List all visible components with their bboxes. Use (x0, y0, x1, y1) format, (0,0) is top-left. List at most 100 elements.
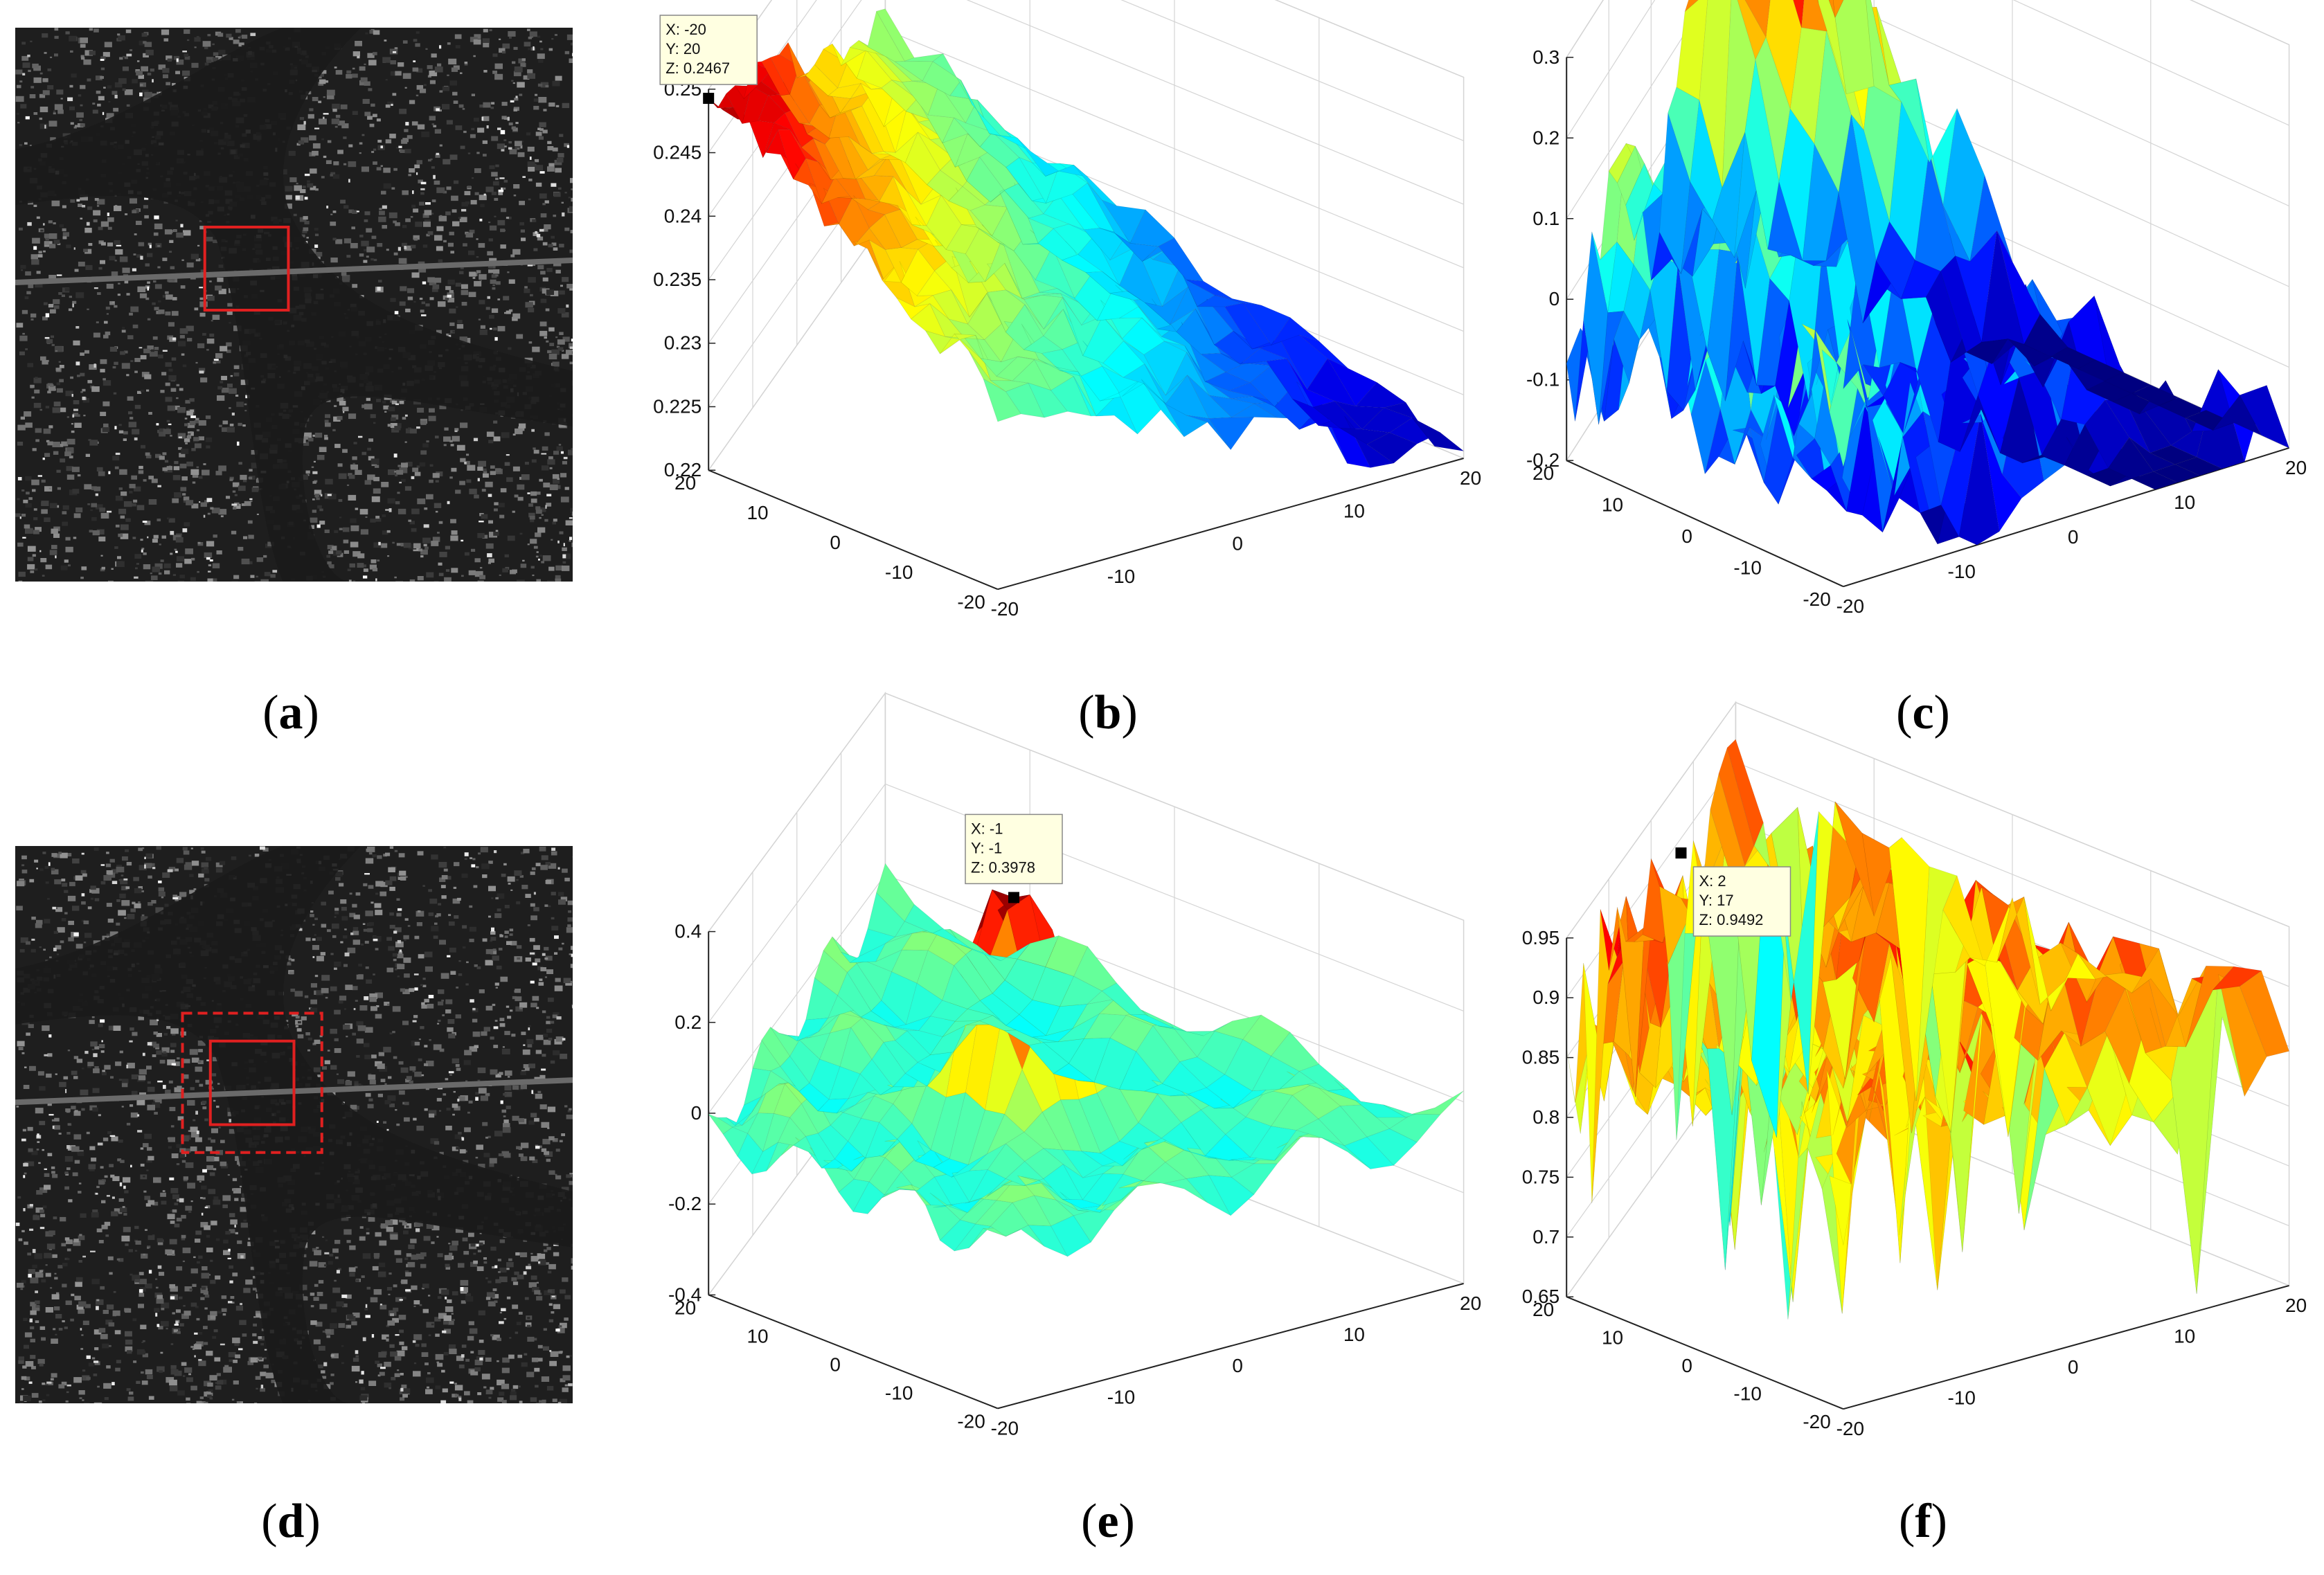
speckle (111, 1211, 118, 1216)
speckle (510, 889, 513, 891)
speckle (284, 203, 292, 209)
speckle (230, 1219, 238, 1225)
speckle (528, 179, 533, 181)
speckle (383, 1121, 387, 1124)
speckle (477, 467, 483, 471)
speckle (181, 1214, 186, 1219)
speckle (332, 237, 337, 241)
speckle (55, 945, 62, 950)
speckle (463, 243, 467, 246)
speckle (223, 1239, 229, 1244)
speckle (304, 221, 310, 225)
speckle (166, 55, 172, 60)
speckle (309, 108, 314, 111)
speckle (454, 862, 460, 867)
speckle (535, 1050, 542, 1054)
speckle (80, 352, 84, 356)
speckle (352, 927, 359, 931)
speckle (80, 55, 84, 58)
speckle (400, 149, 405, 153)
speckle (334, 962, 341, 967)
speckle (355, 892, 361, 896)
speckle (472, 1032, 481, 1037)
speckle (420, 1263, 427, 1268)
speckle (334, 1279, 337, 1282)
speckle (70, 376, 73, 379)
speckle (107, 217, 114, 222)
speckle (102, 378, 106, 381)
scatterer (447, 294, 452, 298)
speckle (150, 1019, 158, 1025)
speckle (368, 438, 373, 442)
speckle (165, 397, 172, 402)
speckle (152, 302, 156, 305)
speckle (545, 862, 551, 866)
speckle (19, 948, 25, 953)
speckle (27, 564, 35, 570)
speckle (15, 513, 21, 517)
speckle (163, 74, 168, 78)
speckle (388, 469, 396, 476)
speckle (517, 152, 525, 157)
speckle (394, 399, 400, 404)
speckle (295, 1025, 298, 1027)
speckle (197, 343, 205, 348)
speckle (409, 579, 415, 582)
speckle (504, 930, 509, 934)
speckle (373, 52, 377, 55)
speckle (330, 174, 334, 177)
speckle (397, 876, 402, 880)
speckle (519, 93, 523, 96)
speckle (404, 87, 407, 89)
speckle (65, 31, 70, 35)
speckle (519, 875, 524, 878)
speckle (198, 1061, 202, 1063)
speckle (79, 118, 82, 122)
speckle (103, 87, 106, 89)
speckle (58, 1133, 62, 1135)
speckle (138, 470, 144, 474)
speckle (415, 43, 420, 47)
speckle (470, 134, 476, 138)
speckle (69, 106, 75, 111)
speckle (330, 1323, 337, 1329)
speckle (459, 217, 467, 222)
speckle (439, 877, 446, 882)
speckle (413, 1371, 421, 1377)
speckle (44, 242, 50, 246)
speckle (438, 259, 443, 263)
speckle (165, 291, 169, 294)
speckle (188, 431, 194, 436)
speckle (109, 255, 116, 261)
speckle (87, 1065, 91, 1068)
speckle (140, 84, 143, 87)
speckle (62, 205, 66, 208)
speckle (17, 542, 24, 547)
speckle (390, 71, 397, 76)
speckle (363, 260, 368, 263)
speckle (442, 86, 449, 91)
scatterer (75, 326, 80, 329)
speckle (186, 461, 193, 467)
speckle (485, 186, 494, 192)
speckle (189, 421, 196, 426)
speckle (477, 1079, 481, 1082)
speckle (497, 219, 506, 226)
speckle (392, 93, 397, 96)
speckle (124, 917, 127, 919)
speckle (533, 248, 538, 251)
speckle (535, 1093, 543, 1099)
speckle (398, 951, 403, 955)
speckle (172, 475, 181, 480)
speckle (261, 1329, 265, 1331)
speckle (520, 852, 525, 854)
scatterer (27, 54, 30, 57)
speckle (226, 496, 231, 499)
speckle (352, 210, 358, 214)
speckle (189, 890, 195, 894)
speckle (39, 408, 42, 411)
speckle (363, 1043, 370, 1047)
speckle (548, 1303, 553, 1306)
speckle (184, 29, 190, 34)
speckle (474, 192, 479, 195)
